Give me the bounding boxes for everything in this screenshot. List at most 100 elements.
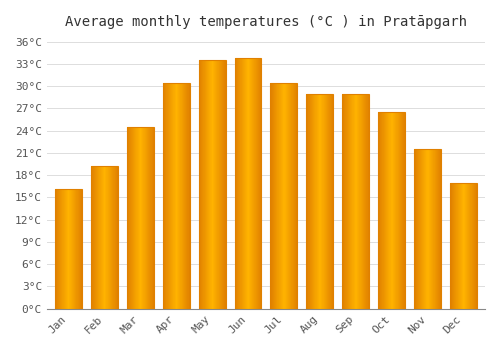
Bar — [331, 94, 332, 309]
Bar — [382, 112, 383, 309]
Bar — [311, 94, 312, 309]
Bar — [146, 127, 147, 309]
Bar — [288, 83, 290, 309]
Bar — [295, 83, 296, 309]
Bar — [306, 94, 307, 309]
Bar — [211, 60, 212, 309]
Bar — [164, 83, 165, 309]
Bar — [128, 127, 129, 309]
Bar — [103, 166, 104, 309]
Bar — [145, 127, 146, 309]
Bar — [168, 83, 169, 309]
Bar — [286, 83, 287, 309]
Bar — [270, 83, 271, 309]
Bar — [95, 166, 96, 309]
Bar — [105, 166, 106, 309]
Bar — [222, 60, 223, 309]
Bar — [237, 58, 238, 309]
Bar — [102, 166, 103, 309]
Bar — [116, 166, 117, 309]
Bar — [217, 60, 218, 309]
Bar — [169, 83, 170, 309]
Bar — [198, 60, 199, 309]
Bar — [188, 83, 189, 309]
Bar — [472, 183, 473, 309]
Bar — [404, 112, 405, 309]
Bar — [450, 183, 477, 309]
Bar — [64, 189, 65, 309]
Bar — [278, 83, 279, 309]
Bar — [435, 149, 436, 309]
Bar — [213, 60, 214, 309]
Bar — [342, 94, 369, 309]
Bar — [202, 60, 203, 309]
Bar — [210, 60, 211, 309]
Bar — [110, 166, 111, 309]
Bar — [353, 94, 354, 309]
Bar — [97, 166, 98, 309]
Bar — [152, 127, 153, 309]
Bar — [306, 94, 334, 309]
Bar — [271, 83, 272, 309]
Bar — [185, 83, 186, 309]
Bar — [77, 189, 78, 309]
Bar — [392, 112, 393, 309]
Bar — [254, 58, 255, 309]
Bar — [75, 189, 76, 309]
Bar — [178, 83, 179, 309]
Bar — [92, 166, 93, 309]
Bar — [236, 58, 237, 309]
Bar — [399, 112, 400, 309]
Bar — [423, 149, 424, 309]
Bar — [383, 112, 384, 309]
Bar — [434, 149, 435, 309]
Bar — [322, 94, 323, 309]
Bar — [249, 58, 250, 309]
Bar — [316, 94, 317, 309]
Bar — [63, 189, 64, 309]
Bar — [279, 83, 280, 309]
Bar — [387, 112, 388, 309]
Bar — [252, 58, 253, 309]
Bar — [106, 166, 107, 309]
Bar — [332, 94, 334, 309]
Bar — [397, 112, 398, 309]
Bar — [80, 189, 81, 309]
Bar — [149, 127, 150, 309]
Bar — [207, 60, 208, 309]
Bar — [204, 60, 205, 309]
Bar — [318, 94, 320, 309]
Bar — [111, 166, 112, 309]
Bar — [379, 112, 380, 309]
Bar — [225, 60, 226, 309]
Bar — [325, 94, 326, 309]
Bar — [359, 94, 360, 309]
Bar — [456, 183, 457, 309]
Bar — [384, 112, 385, 309]
Bar — [65, 189, 66, 309]
Bar — [394, 112, 395, 309]
Bar — [94, 166, 95, 309]
Bar — [422, 149, 423, 309]
Bar — [273, 83, 274, 309]
Bar — [321, 94, 322, 309]
Bar — [112, 166, 113, 309]
Bar — [473, 183, 474, 309]
Bar — [429, 149, 430, 309]
Bar — [218, 60, 219, 309]
Bar — [130, 127, 131, 309]
Bar — [357, 94, 358, 309]
Bar — [141, 127, 142, 309]
Bar — [109, 166, 110, 309]
Bar — [457, 183, 458, 309]
Bar — [142, 127, 143, 309]
Bar — [91, 166, 118, 309]
Bar — [433, 149, 434, 309]
Bar — [475, 183, 476, 309]
Bar — [221, 60, 222, 309]
Bar — [173, 83, 174, 309]
Bar — [364, 94, 365, 309]
Bar — [349, 94, 350, 309]
Bar — [247, 58, 248, 309]
Bar — [177, 83, 178, 309]
